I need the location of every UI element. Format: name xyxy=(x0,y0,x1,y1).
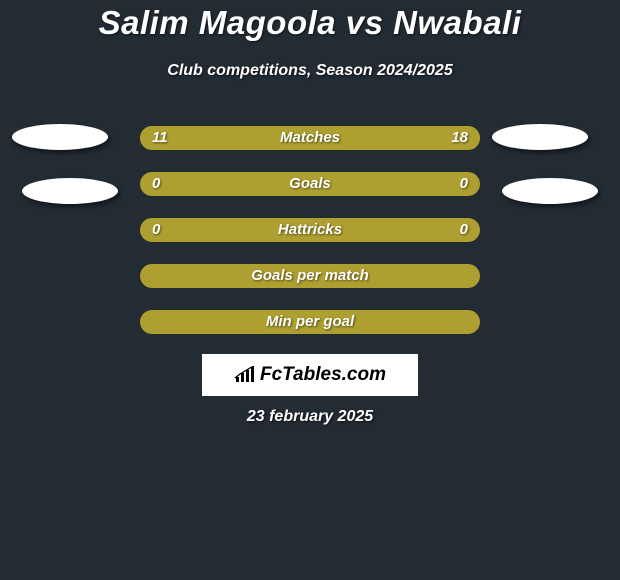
page-subtitle: Club competitions, Season 2024/2025 xyxy=(0,62,620,80)
player2-photo-row1 xyxy=(492,124,588,150)
player1-photo-row2 xyxy=(22,178,118,204)
stat-label: Hattricks xyxy=(140,218,480,242)
stat-label: Min per goal xyxy=(140,310,480,334)
stat-row: Matches11 18 xyxy=(140,126,480,150)
player1-photo-row1 xyxy=(12,124,108,150)
page-title: Salim Magoola vs Nwabali xyxy=(0,4,620,42)
stat-row: Min per goal xyxy=(140,310,480,334)
stat-value-left: 0 xyxy=(152,172,160,196)
brand-logo: FcTables.com xyxy=(202,354,418,396)
stat-row: Hattricks0 0 xyxy=(140,218,480,242)
stat-value-right: 0 xyxy=(460,218,468,242)
stat-label: Goals xyxy=(140,172,480,196)
bar-chart-icon xyxy=(234,366,256,384)
stat-value-left: 11 xyxy=(152,126,168,150)
stat-label: Goals per match xyxy=(140,264,480,288)
brand-logo-text: FcTables.com xyxy=(260,364,386,386)
player2-photo-row2 xyxy=(502,178,598,204)
stat-row: Goals per match xyxy=(140,264,480,288)
stat-value-right: 0 xyxy=(460,172,468,196)
generated-date: 23 february 2025 xyxy=(0,408,620,426)
stat-row: Goals0 0 xyxy=(140,172,480,196)
stat-value-left: 0 xyxy=(152,218,160,242)
comparison-infographic: Salim Magoola vs Nwabali Club competitio… xyxy=(0,0,620,580)
stat-rows: Matches1118Goals00Hattricks00Goals per m… xyxy=(140,126,480,356)
stat-value-right: 18 xyxy=(451,126,468,150)
stat-label: Matches xyxy=(140,126,480,150)
